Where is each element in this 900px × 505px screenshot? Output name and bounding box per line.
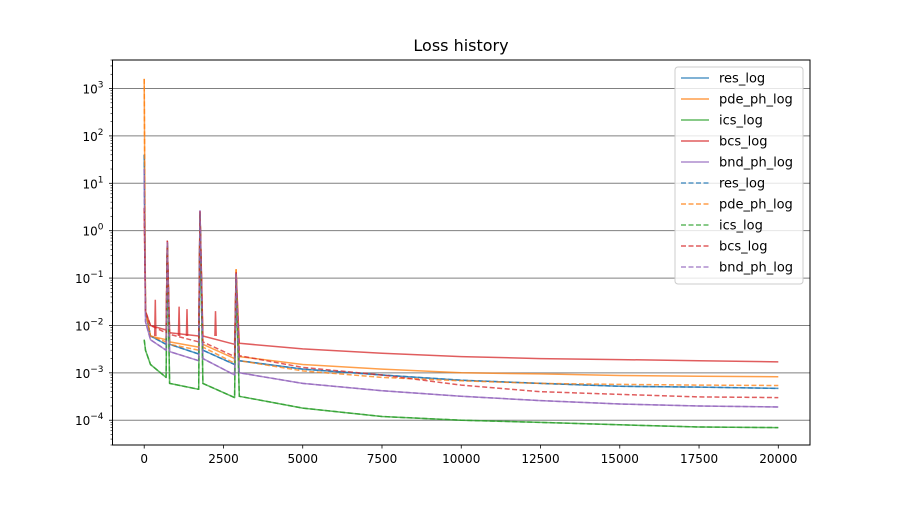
y-tick-label: 10−1 [75, 270, 104, 286]
y-tick-label: 102 [82, 128, 103, 144]
y-tick-label-exponent: 3 [98, 81, 104, 91]
chart-title: Loss history [413, 36, 508, 55]
y-tick-label-exponent: 0 [98, 223, 104, 233]
y-tick-label-base: 10 [75, 319, 90, 333]
y-tick-label-exponent: −3 [90, 365, 103, 375]
y-tick-label-base: 10 [82, 130, 97, 144]
legend-label: res_log [719, 177, 765, 192]
minor-spike [177, 306, 181, 337]
legend-box [674, 66, 804, 285]
x-tick-label: 0 [140, 452, 148, 466]
series-layer [143, 78, 779, 429]
y-tick-label-exponent: −4 [90, 412, 104, 422]
legend-label: res_log [719, 72, 765, 87]
y-tick-label: 10−2 [75, 317, 104, 333]
x-axis: 0 2500 5000 7500 10000 12500 15000 17500 20000 [140, 445, 797, 466]
legend-label: bnd_ph_log [719, 261, 793, 276]
y-tick-label: 100 [82, 223, 103, 239]
legend-label: bnd_ph_log [719, 156, 793, 171]
y-tick-label: 10−4 [75, 412, 104, 428]
x-tick-label: 5000 [287, 452, 318, 466]
x-tick-label: 20000 [759, 452, 797, 466]
x-tick-label: 12500 [521, 452, 559, 466]
x-tick-label: 7500 [367, 452, 398, 466]
x-tick-label: 17500 [680, 452, 718, 466]
series-line-ics_log-dashed [143, 213, 779, 429]
y-tick-label-base: 10 [82, 225, 97, 239]
minor-spike [185, 309, 189, 337]
series-line-bnd_ph_log-dashed [143, 168, 779, 408]
y-tick-label-exponent: −2 [90, 317, 103, 327]
y-tick-label-base: 10 [82, 177, 97, 191]
minor-spike [214, 311, 217, 337]
x-tick-label: 10000 [442, 452, 480, 466]
y-tick-label-base: 10 [82, 83, 97, 97]
x-tick-label: 2500 [208, 452, 239, 466]
y-tick-label: 10−3 [75, 365, 104, 381]
y-tick-label-exponent: −1 [90, 270, 103, 280]
y-tick-label-base: 10 [75, 367, 90, 381]
legend-label: pde_ph_log [719, 198, 793, 213]
legend-label: bcs_log [719, 240, 768, 255]
x-tick-label: 15000 [601, 452, 639, 466]
y-tick-label: 103 [82, 81, 103, 97]
legend: res_log pde_ph_log ics_log bcs_log bnd_ph_lo… [674, 66, 804, 285]
legend-label: pde_ph_log [719, 93, 793, 108]
y-tick-label: 101 [82, 175, 103, 191]
minor-spike [153, 299, 157, 337]
legend-label: ics_log [719, 114, 763, 129]
legend-label: bcs_log [719, 135, 768, 150]
y-tick-label-exponent: 1 [98, 175, 104, 185]
legend-label: ics_log [719, 219, 763, 234]
y-tick-label-exponent: 2 [98, 128, 104, 138]
y-tick-label-base: 10 [75, 414, 90, 428]
y-tick-label-base: 10 [75, 272, 90, 286]
